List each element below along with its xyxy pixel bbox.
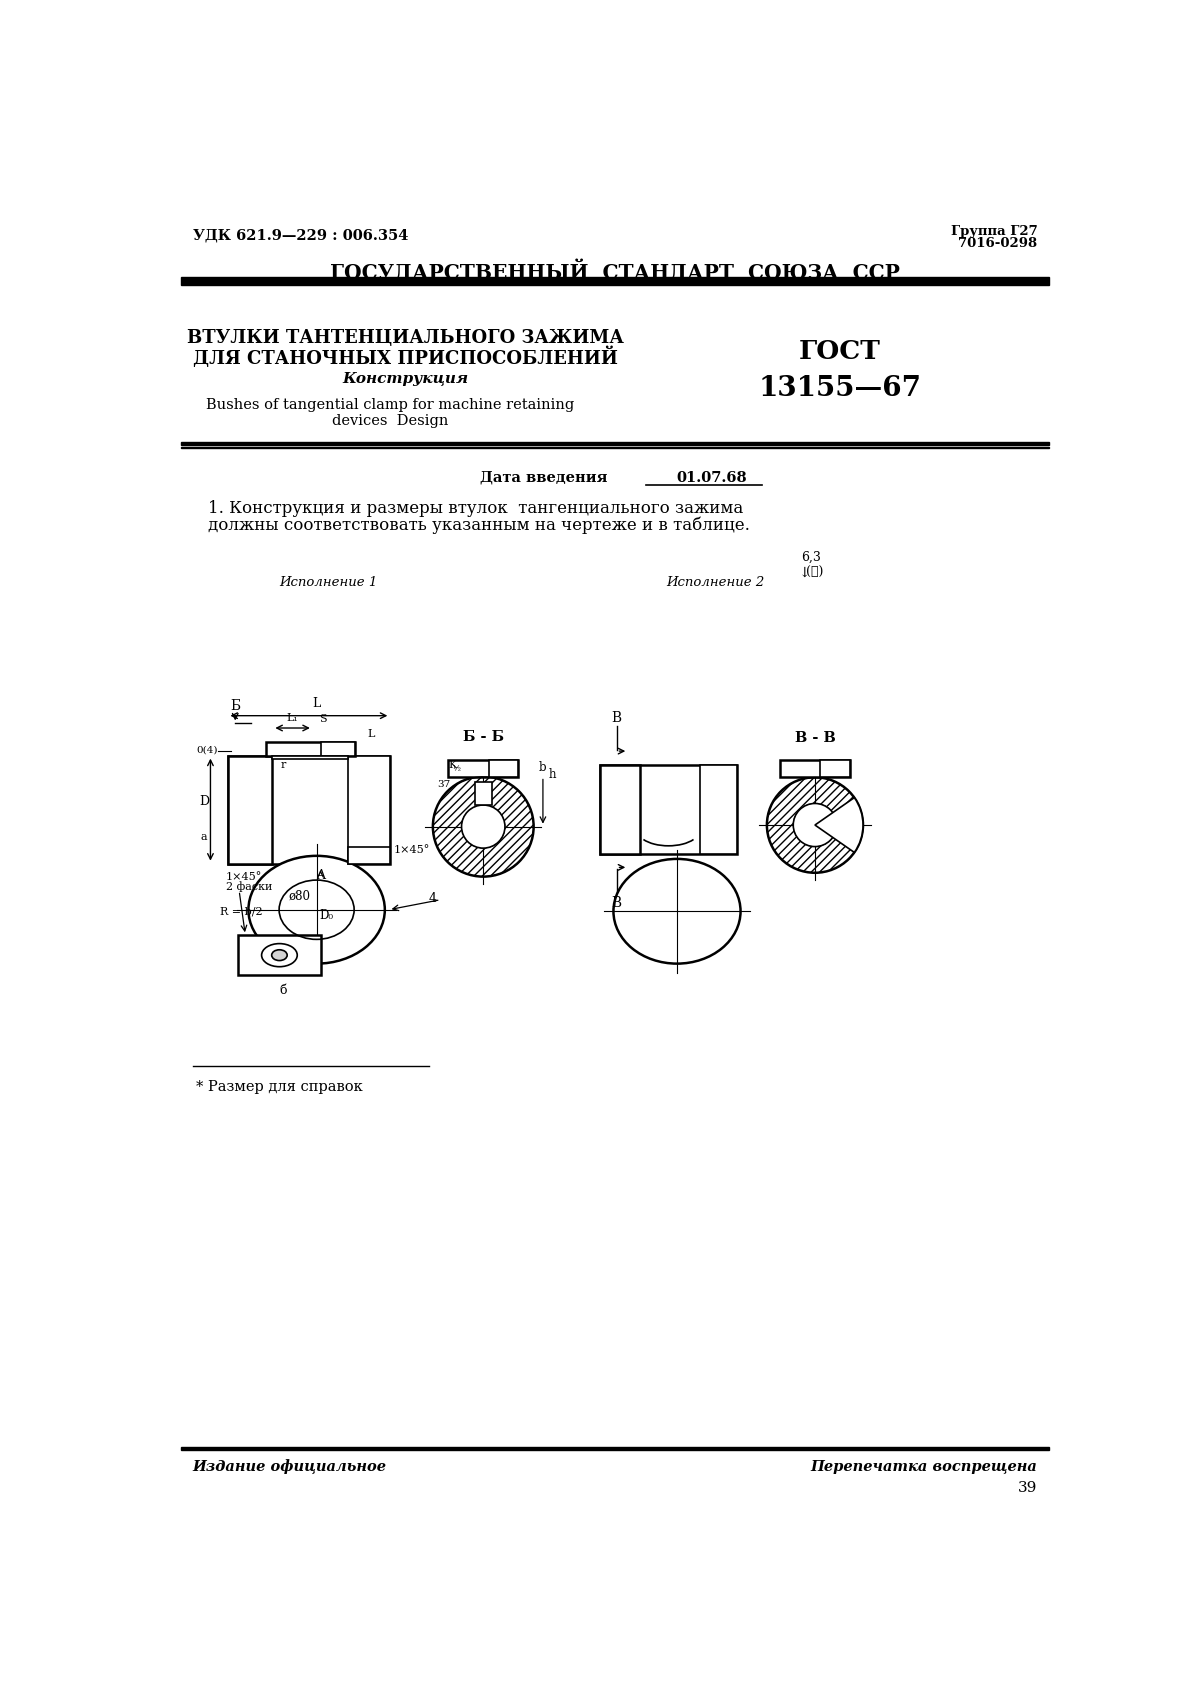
Bar xyxy=(701,765,738,854)
Text: ø80: ø80 xyxy=(288,889,311,903)
Bar xyxy=(600,765,640,854)
Ellipse shape xyxy=(613,859,740,964)
Text: должны соответствовать указанным на чертеже и в таблице.: должны соответствовать указанным на черт… xyxy=(208,518,750,535)
Text: УДК 621.9—229 : 006.354: УДК 621.9—229 : 006.354 xyxy=(193,229,408,243)
Bar xyxy=(228,755,272,864)
Ellipse shape xyxy=(248,855,385,964)
Text: (✓): (✓) xyxy=(806,565,824,579)
Bar xyxy=(780,760,850,777)
Text: Перепечатка воспрещена: Перепечатка воспрещена xyxy=(810,1459,1037,1473)
Text: 1×45°: 1×45° xyxy=(394,845,431,855)
Text: Издание официальное: Издание официальное xyxy=(193,1459,386,1475)
Text: 39: 39 xyxy=(1018,1481,1037,1495)
Text: В: В xyxy=(612,711,622,725)
Bar xyxy=(600,765,640,854)
Bar xyxy=(821,760,850,777)
Bar xyxy=(181,443,1049,445)
Text: L: L xyxy=(312,696,320,709)
Text: devices  Design: devices Design xyxy=(332,414,449,428)
Text: 13155—67: 13155—67 xyxy=(758,375,922,402)
Bar xyxy=(701,765,738,854)
Text: D: D xyxy=(199,796,209,808)
Text: 1. Конструкция и размеры втулок  тангенциального зажима: 1. Конструкция и размеры втулок тангенци… xyxy=(208,501,743,518)
Text: Группа Г27: Группа Г27 xyxy=(950,226,1037,238)
Text: b: b xyxy=(539,760,546,774)
Bar xyxy=(821,760,850,777)
Bar xyxy=(348,847,390,864)
Wedge shape xyxy=(815,798,863,852)
Bar xyxy=(348,755,390,864)
Bar xyxy=(228,755,272,864)
Text: r: r xyxy=(281,760,286,770)
Text: Б: Б xyxy=(230,699,240,713)
Text: 2 фаски: 2 фаски xyxy=(226,881,272,893)
Text: h: h xyxy=(550,769,557,782)
Bar xyxy=(272,755,348,759)
Text: ДЛЯ СТАНОЧНЫХ ПРИСПОСОБЛЕНИЙ: ДЛЯ СТАНОЧНЫХ ПРИСПОСОБЛЕНИЙ xyxy=(193,346,618,368)
Ellipse shape xyxy=(262,944,298,967)
Text: K: K xyxy=(448,760,456,770)
Text: б: б xyxy=(280,984,287,998)
Bar xyxy=(320,742,355,755)
Bar xyxy=(266,742,355,755)
Bar xyxy=(488,760,518,777)
Text: 7016-0298: 7016-0298 xyxy=(959,238,1037,249)
Bar xyxy=(600,765,738,854)
Text: 1×45°: 1×45° xyxy=(226,872,262,882)
Text: Конструкция: Конструкция xyxy=(343,372,469,387)
Circle shape xyxy=(462,804,505,848)
Text: В: В xyxy=(612,896,622,910)
Text: A: A xyxy=(316,869,325,881)
Text: Исполнение 2: Исполнение 2 xyxy=(667,575,764,589)
Bar xyxy=(449,760,518,777)
Bar xyxy=(228,755,390,864)
Bar xyxy=(348,755,390,864)
Text: ГОСУДАРСТВЕННЫЙ  СТАНДАРТ  СОЮЗА  ССР: ГОСУДАРСТВЕННЫЙ СТАНДАРТ СОЮЗА ССР xyxy=(330,260,900,283)
Text: Bushes of tangential clamp for machine retaining: Bushes of tangential clamp for machine r… xyxy=(206,399,575,412)
Circle shape xyxy=(767,777,863,872)
Text: В - В: В - В xyxy=(794,731,835,745)
Text: Дата введения: Дата введения xyxy=(480,470,607,485)
Text: 01.07.68: 01.07.68 xyxy=(676,470,746,485)
Text: ↓: ↓ xyxy=(798,565,810,580)
Text: * Размер для справок: * Размер для справок xyxy=(197,1079,364,1095)
Text: S: S xyxy=(319,714,326,725)
Circle shape xyxy=(793,803,836,847)
Text: 0(4): 0(4) xyxy=(197,745,218,753)
Text: Исполнение 1: Исполнение 1 xyxy=(280,575,377,589)
Circle shape xyxy=(433,777,534,877)
Bar xyxy=(320,742,355,755)
Bar xyxy=(475,782,492,804)
Text: 37: 37 xyxy=(437,779,450,789)
Text: L₁: L₁ xyxy=(287,713,299,723)
Text: R = b/2: R = b/2 xyxy=(220,906,263,916)
Ellipse shape xyxy=(271,950,287,961)
Text: D₀: D₀ xyxy=(319,910,332,923)
Text: ½: ½ xyxy=(452,765,461,774)
Bar xyxy=(181,277,1049,285)
Bar xyxy=(488,760,518,777)
Text: L: L xyxy=(367,728,374,738)
Text: Б - Б: Б - Б xyxy=(463,730,504,745)
Text: ВТУЛКИ ТАНТЕНЦИАЛЬНОГО ЗАЖИМА: ВТУЛКИ ТАНТЕНЦИАЛЬНОГО ЗАЖИМА xyxy=(187,329,624,348)
Text: ГОСТ: ГОСТ xyxy=(799,339,881,363)
Bar xyxy=(181,1448,1049,1451)
Text: 6,3: 6,3 xyxy=(802,552,821,563)
Bar xyxy=(238,935,322,976)
Text: 4: 4 xyxy=(428,891,437,905)
Text: a: a xyxy=(200,832,208,842)
